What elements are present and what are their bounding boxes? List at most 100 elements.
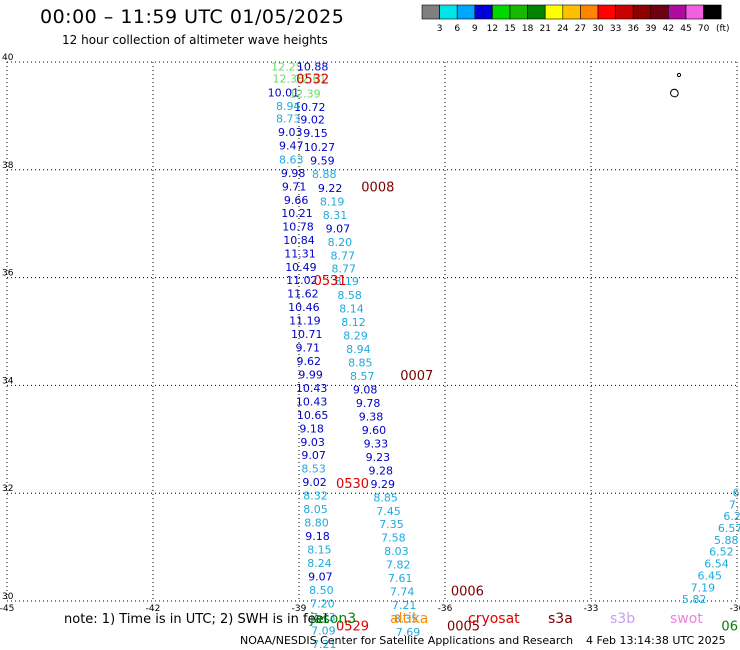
color-scale-label: 15	[504, 24, 515, 34]
wave-height-label: 9.15	[303, 127, 328, 140]
wave-height-label: 12.39	[289, 88, 321, 101]
color-scale-label: 33	[610, 24, 621, 34]
wave-height-label: 10.49	[285, 261, 317, 274]
wave-height-label: 8.03	[384, 545, 409, 558]
wave-height-label: 8.20	[328, 236, 353, 249]
islet-outline	[676, 72, 682, 78]
wave-height-label: 6.45	[697, 569, 722, 582]
y-tick-label: 38	[2, 161, 14, 171]
y-tick-label: 32	[2, 484, 13, 494]
pass-time-label: 0006	[451, 585, 484, 600]
wave-height-label: 7.20	[310, 597, 335, 610]
wave-height-label: 9.18	[299, 422, 324, 435]
wave-height-label: 8.14	[339, 303, 364, 316]
wave-height-label: 8.73	[276, 112, 301, 125]
wave-height-label: 10.43	[296, 395, 328, 408]
wave-height-label: 9.38	[359, 410, 384, 423]
wave-height-label: 9.62	[296, 355, 321, 368]
wave-height-label: 8.88	[312, 168, 337, 181]
wave-height-label: 9.02	[300, 113, 325, 126]
pass-time-label: 0005	[447, 620, 480, 635]
wave-height-label: 10.78	[282, 221, 314, 234]
wave-height-label: 9.99	[298, 368, 323, 381]
wave-height-label: 8.94	[276, 100, 301, 113]
color-scale-label: 18	[522, 24, 534, 34]
wave-height-label: 7.69	[396, 626, 421, 639]
wave-height-label: 8.77	[332, 263, 357, 276]
color-scale-label: 42	[663, 24, 674, 34]
wave-height-label: 8.19	[334, 275, 359, 288]
pass-time-label: 0007	[400, 369, 433, 384]
wave-height-label: 9.08	[353, 383, 378, 396]
wave-height-label: 10.21	[281, 207, 313, 220]
wave-height-label: 8.35	[394, 613, 419, 626]
wave-height-label: 8.58	[337, 289, 362, 302]
wave-height-label: 9.03	[278, 126, 303, 139]
wave-height-label: 7.19	[691, 581, 716, 594]
wave-height-label: 9.29	[370, 478, 395, 491]
wave-height-label: 12.38	[273, 72, 305, 85]
wave-height-label: 7.58	[381, 532, 406, 545]
wave-height-label: 10.65	[297, 409, 329, 422]
wave-height-label: 9.33	[364, 437, 389, 450]
x-tick-label: -36	[438, 604, 453, 614]
wave-height-label: 7.	[729, 498, 740, 511]
credit-line: NOAA/NESDIS Center for Satellite Applica…	[240, 634, 574, 647]
wave-height-label: 11.02	[286, 274, 318, 287]
wave-height-label: 9.28	[369, 464, 394, 477]
wave-height-label: 8.63	[279, 153, 304, 166]
wave-height-label: 10.88	[297, 61, 329, 74]
wave-height-label: 8.94	[346, 343, 371, 356]
wave-height-label: 8.24	[307, 557, 332, 570]
color-scale-label: 24	[557, 24, 569, 34]
wave-height-label: 10.71	[291, 328, 323, 341]
color-scale-label: 36	[627, 24, 639, 34]
wave-height-label: 8.31	[323, 209, 348, 222]
color-scale-label: 27	[575, 24, 586, 34]
wave-height-label: 7.82	[386, 559, 411, 572]
pass-time-label: 0530	[336, 477, 369, 492]
wave-height-label: 9.07	[326, 222, 351, 235]
y-tick-label: 40	[2, 53, 14, 63]
wave-height-label: 8.32	[303, 490, 328, 503]
wave-height-label: 9.03	[300, 436, 325, 449]
wave-height-label: 9.78	[356, 397, 381, 410]
x-tick-label: -30	[730, 604, 740, 614]
pass-time-label: 0532	[296, 73, 329, 88]
wave-height-label: 6.54	[704, 558, 729, 571]
wave-height-label: 10.72	[294, 101, 326, 114]
color-scale-label: 6	[454, 24, 460, 34]
wave-height-label: 12.25	[271, 61, 303, 74]
color-scale-label: 12	[487, 24, 498, 34]
wave-height-label: 8.85	[348, 357, 373, 370]
wave-height-label: 8.77	[331, 249, 356, 262]
wave-height-label: 9.18	[305, 530, 330, 543]
wave-height-label: 7.21	[392, 599, 417, 612]
wave-height-label: 11.19	[289, 314, 321, 327]
wave-height-label: 6.52	[709, 546, 734, 559]
wave-height-label: 7.74	[390, 586, 415, 599]
wave-height-label: 7.35	[379, 518, 404, 531]
wave-height-label: 7.45	[376, 505, 401, 518]
wave-height-label: 5.88	[714, 534, 739, 547]
generated-timestamp: 4 Feb 13:14:38 UTC 2025	[586, 634, 726, 647]
wave-height-label: 9.59	[310, 154, 335, 167]
wave-height-label: 8.53	[301, 463, 326, 476]
color-scale-label: 39	[645, 24, 657, 34]
wave-height-label: 10.84	[283, 234, 315, 247]
wave-height-label: 8.19	[320, 195, 345, 208]
wave-height-label: 8.29	[343, 330, 368, 343]
wave-height-label: 8.50	[309, 584, 334, 597]
wave-height-label: 10.46	[288, 301, 320, 314]
wave-height-label: 8.85	[373, 491, 398, 504]
wave-height-label: 9.98	[281, 167, 306, 180]
pass-time-label: 06	[721, 620, 738, 635]
pass-time-label: 0008	[361, 180, 394, 195]
island-outline	[670, 88, 679, 98]
wave-height-label: 9.60	[362, 424, 387, 437]
y-tick-label: 36	[2, 269, 14, 279]
color-scale-label: 3	[437, 24, 443, 34]
wave-height-label: 7.61	[388, 572, 413, 585]
y-tick-label: 34	[2, 376, 14, 386]
chart-subtitle: 12 hour collection of altimeter wave hei…	[62, 33, 328, 47]
